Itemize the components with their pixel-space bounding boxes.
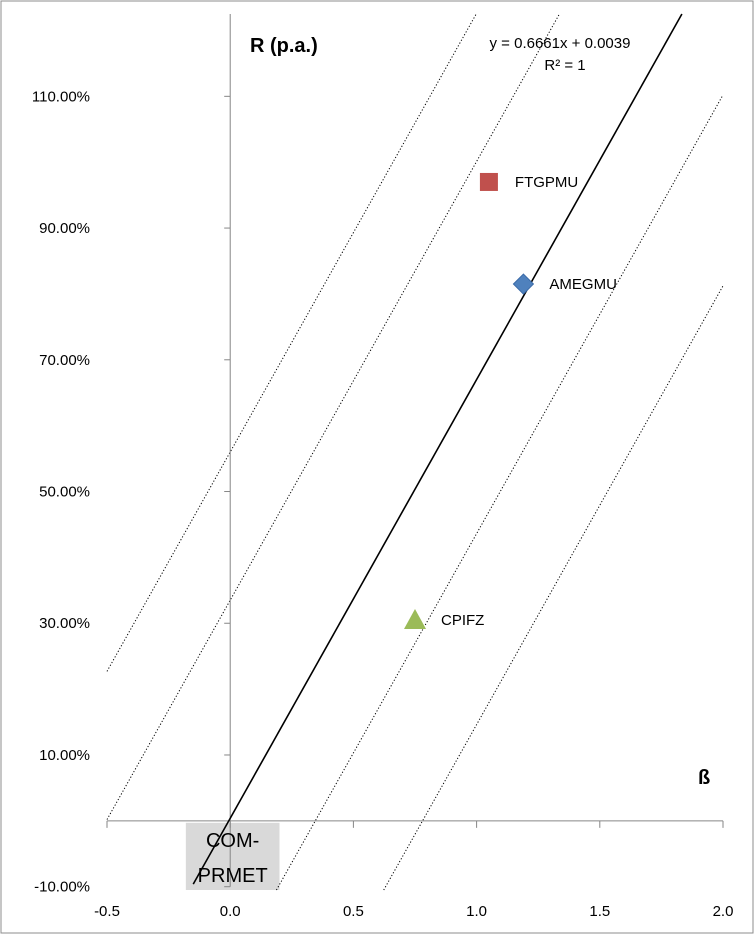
y-tick-label: 110.00% [32,88,90,105]
y-tick-label: 90.00% [39,220,90,237]
parallel-dotted-line [383,285,724,891]
data-label-cpifz: CPIFZ [441,612,484,629]
x-tick-label: 0.0 [220,903,241,920]
data-points: FTGPMU AMEGMU CPIFZ [404,172,617,629]
y-axis-title: R (p.a.) [250,35,318,57]
trendline-r-squared: R² = 1 [544,57,585,74]
parallel-dotted-line [276,94,724,891]
data-point-amegmu [512,273,535,295]
x-tick-label: 2.0 [713,903,734,920]
y-tick-label: -10.00% [34,879,90,896]
y-tick-label: 30.00% [39,615,90,632]
x-tick-label: 1.5 [589,903,610,920]
x-tick-label: -0.5 [94,903,120,920]
plot-area: -0.5 0.0 0.5 1.0 1.5 2.0 -10.00% 10.00% 30.00% 5… [32,13,734,920]
trendline-equation: y = 0.6661x + 0.0039 [490,35,631,52]
annotation-line-2: PRMET [198,865,268,887]
annotation-line-1: COM- [206,830,259,852]
annotation-box [185,822,280,890]
x-tick-label: 0.5 [343,903,364,920]
trendline [192,13,683,885]
parallel-dotted-line [106,13,560,820]
y-tick-label: 70.00% [39,352,90,369]
x-axis-ticks: -0.5 0.0 0.5 1.0 1.5 2.0 [94,820,734,920]
y-tick-label: 50.00% [39,484,90,501]
y-tick-label: 10.00% [39,747,90,764]
x-tick-label: 1.0 [466,903,487,920]
x-axis-title: ß [698,767,710,789]
data-point-ftgpmu [479,172,498,191]
data-label-amegmu: AMEGMU [549,276,617,293]
data-label-ftgpmu: FTGPMU [515,174,578,191]
data-point-cpifz [404,608,426,629]
parallel-dotted-lines [106,13,724,891]
y-axis-ticks: -10.00% 10.00% 30.00% 50.00% 70.00% 90.00% 110… [32,88,231,896]
parallel-dotted-line [106,13,477,672]
